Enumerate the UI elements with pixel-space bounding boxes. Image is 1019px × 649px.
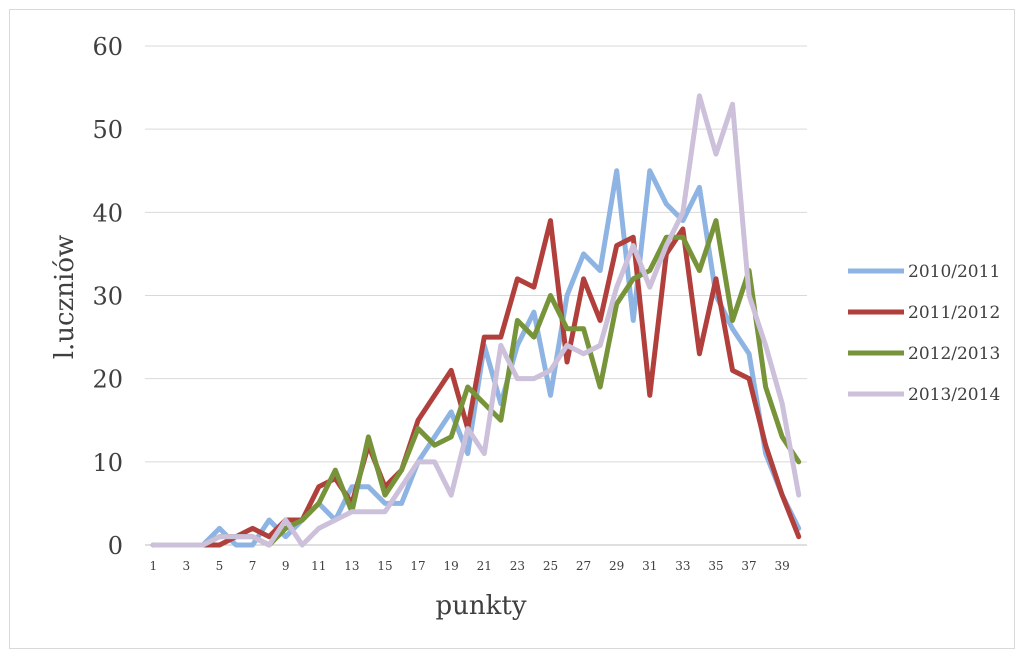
x-tick-label: 15 bbox=[377, 559, 392, 573]
x-tick-label: 29 bbox=[609, 559, 624, 573]
x-tick-label: 1 bbox=[149, 559, 157, 573]
x-tick-label: 25 bbox=[543, 559, 558, 573]
series-line-2010-2011 bbox=[150, 168, 802, 548]
chart-frame bbox=[9, 9, 1015, 649]
x-tick-label: 23 bbox=[510, 559, 525, 573]
x-tick-label: 33 bbox=[675, 559, 690, 573]
legend: 2010/2011 2011/2012 2012/2013 2013/2014 bbox=[848, 262, 1000, 405]
y-tick-labels: 0 10 20 30 40 50 60 bbox=[92, 33, 123, 560]
y-tick-label: 30 bbox=[92, 283, 123, 311]
x-tick-label: 35 bbox=[708, 559, 723, 573]
legend-label: 2011/2012 bbox=[908, 303, 1000, 323]
y-tick-label: 60 bbox=[92, 33, 123, 61]
series-line-2011-2012 bbox=[150, 218, 802, 548]
x-tick-label: 17 bbox=[410, 559, 425, 573]
x-tick-labels: 1 3 5 7 9 11 13 15 17 19 21 23 25 27 29 31 33 35 37 39 bbox=[149, 559, 789, 573]
y-tick-label: 0 bbox=[108, 532, 123, 560]
x-tick-label: 3 bbox=[183, 559, 191, 573]
legend-label: 2013/2014 bbox=[908, 385, 1000, 405]
x-tick-label: 5 bbox=[216, 559, 224, 573]
x-tick-label: 7 bbox=[249, 559, 257, 573]
y-axis-title: l.uczniów bbox=[50, 235, 80, 360]
series-line-2013-2014 bbox=[150, 93, 802, 548]
x-tick-label: 11 bbox=[311, 559, 326, 573]
x-tick-label: 21 bbox=[477, 559, 492, 573]
x-tick-label: 39 bbox=[775, 559, 790, 573]
legend-label: 2012/2013 bbox=[908, 344, 1000, 364]
x-tick-label: 31 bbox=[642, 559, 657, 573]
x-tick-label: 27 bbox=[576, 559, 591, 573]
series-lines bbox=[150, 93, 802, 548]
x-axis-title: punkty bbox=[435, 591, 526, 621]
y-tick-label: 10 bbox=[92, 449, 123, 477]
legend-label: 2010/2011 bbox=[908, 262, 1000, 282]
x-tick-label: 19 bbox=[444, 559, 459, 573]
y-tick-label: 20 bbox=[92, 366, 123, 394]
y-tick-label: 40 bbox=[92, 199, 123, 227]
x-tick-label: 9 bbox=[282, 559, 290, 573]
x-tick-label: 37 bbox=[741, 559, 756, 573]
x-tick-label: 13 bbox=[344, 559, 359, 573]
y-tick-label: 50 bbox=[92, 116, 123, 144]
